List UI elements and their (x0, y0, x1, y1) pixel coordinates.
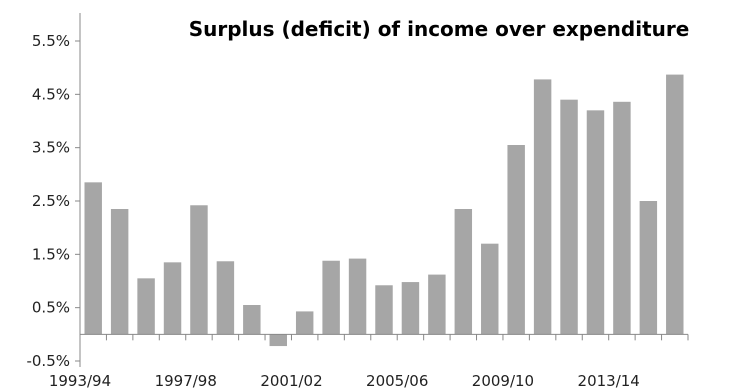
bar-2010/11 (533, 79, 552, 335)
x-tick-label: 2005/06 (366, 372, 428, 390)
bar-1994/95 (110, 209, 129, 335)
bar-2008/09 (481, 243, 499, 335)
bar-2007/08 (454, 209, 473, 335)
bar-2006/07 (428, 274, 446, 335)
y-tick-label: 5.5% (32, 32, 70, 50)
y-tick-label: 4.5% (32, 85, 70, 103)
y-tick-label: 1.5% (32, 245, 70, 263)
bar-2009/10 (507, 145, 525, 335)
bar-2004/05 (375, 285, 393, 335)
bar-2002/03 (322, 260, 340, 335)
bar-1998/99 (216, 261, 235, 335)
x-tick-label: 1997/98 (155, 372, 217, 390)
bar-1999/00 (243, 305, 261, 335)
bars-group (84, 74, 684, 347)
bar-2012/13 (586, 110, 605, 335)
x-tick-label: 2001/02 (260, 372, 322, 390)
x-tick-label: 2013/14 (578, 372, 640, 390)
bar-1995/96 (137, 278, 155, 335)
x-tick-label: 2009/10 (472, 372, 534, 390)
bar-2011/12 (560, 99, 578, 335)
y-tick-label: 3.5% (32, 139, 70, 157)
bar-1997/98 (190, 205, 208, 335)
y-axis-ticks: -0.5% 0.5% 1.5% 2.5% 3.5% 4.5% 5.5% (26, 32, 80, 370)
bar-1993/94 (84, 182, 102, 335)
x-axis-ticks: 1993/94 1997/98 2001/02 2005/06 2009/10 2013/… (49, 334, 689, 390)
bar-2001/02 (295, 311, 314, 335)
y-tick-label: -0.5% (26, 352, 70, 370)
x-tick-label: 1993/94 (49, 372, 111, 390)
y-tick-label: 0.5% (32, 299, 70, 317)
bar-2003/04 (348, 258, 367, 335)
bar-2013/14 (613, 101, 631, 335)
chart-title: Surplus (deficit) of income over expendi… (189, 17, 690, 41)
bar-2014/15 (639, 201, 658, 335)
bar-1996/97 (163, 262, 182, 335)
bar-2005/06 (401, 282, 420, 335)
bar-2000/01 (269, 334, 287, 347)
bar-2015/16 (666, 74, 684, 335)
y-tick-label: 2.5% (32, 192, 70, 210)
